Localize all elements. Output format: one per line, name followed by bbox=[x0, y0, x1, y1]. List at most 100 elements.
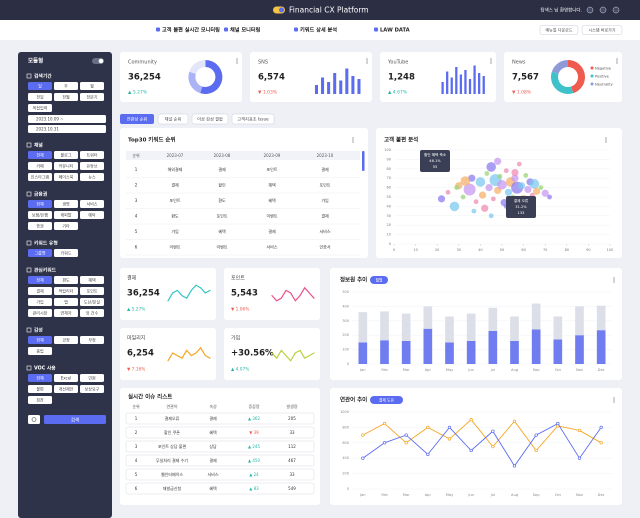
filter-button[interactable] bbox=[54, 249, 78, 257]
filter-button[interactable] bbox=[80, 211, 104, 219]
tab[interactable] bbox=[191, 113, 229, 125]
filter-label[interactable]: 기타 bbox=[62, 222, 70, 228]
filter-button[interactable] bbox=[28, 347, 52, 355]
tab[interactable] bbox=[120, 114, 154, 124]
filter-button[interactable] bbox=[54, 162, 78, 170]
filter-label[interactable]: 카페 bbox=[36, 162, 44, 168]
filter-button[interactable] bbox=[80, 162, 104, 170]
header-icon[interactable] bbox=[599, 6, 607, 14]
date-input[interactable] bbox=[28, 115, 106, 123]
filter-button[interactable] bbox=[54, 336, 78, 344]
nav-item[interactable]: 키워드 상세 분석 bbox=[300, 26, 337, 34]
issue-row[interactable] bbox=[125, 454, 315, 467]
reset-button[interactable] bbox=[28, 415, 40, 424]
filter-label[interactable]: 전체 bbox=[36, 276, 44, 282]
filter-button[interactable] bbox=[80, 336, 104, 344]
filter-label[interactable]: 도난/분실 bbox=[84, 298, 100, 304]
filter-label[interactable]: 전분기 bbox=[86, 93, 97, 99]
filter-label[interactable]: 포인트 bbox=[86, 287, 97, 293]
filter-button[interactable] bbox=[54, 82, 78, 90]
filter-label[interactable]: 중립 bbox=[36, 347, 44, 353]
filter-button[interactable] bbox=[54, 287, 78, 295]
nav-item[interactable]: LAW DATA bbox=[380, 28, 410, 34]
filter-button[interactable] bbox=[80, 309, 104, 317]
issue-row[interactable] bbox=[125, 440, 315, 453]
filter-label[interactable]: 예탁 bbox=[88, 211, 96, 217]
filter-button[interactable] bbox=[28, 374, 52, 382]
filter-button[interactable] bbox=[54, 298, 78, 306]
filter-label[interactable]: 보험/은행 bbox=[32, 211, 48, 217]
filter-button[interactable] bbox=[54, 222, 78, 230]
filter-label[interactable]: 불편 bbox=[36, 385, 44, 391]
nav-button[interactable] bbox=[539, 25, 579, 35]
filter-button[interactable] bbox=[80, 93, 104, 101]
filter-button[interactable] bbox=[80, 385, 104, 393]
filter-label[interactable]: 전일 bbox=[36, 93, 44, 99]
filter-label[interactable]: 혜택 bbox=[88, 276, 96, 282]
filter-label[interactable]: 직접입력 bbox=[33, 104, 48, 110]
tab-label[interactable]: 고객지표초 Issue bbox=[237, 115, 269, 122]
filter-label[interactable]: 블로그 bbox=[60, 151, 71, 157]
filter-button[interactable] bbox=[80, 151, 104, 159]
tab[interactable] bbox=[231, 113, 275, 125]
filter-label[interactable]: 유튜브 bbox=[86, 163, 97, 168]
filter-label[interactable]: 페이스북 bbox=[59, 173, 74, 179]
nav-button-label[interactable]: 메뉴얼 다운로드 bbox=[545, 26, 572, 32]
filter-label[interactable]: 주 bbox=[64, 83, 68, 88]
filter-label[interactable]: 월 bbox=[90, 82, 94, 88]
issue-row[interactable] bbox=[125, 468, 315, 481]
search-button[interactable] bbox=[44, 415, 106, 424]
filter-label[interactable]: 부정 bbox=[88, 336, 96, 342]
tab-label[interactable]: 이상 감성 결합 bbox=[197, 115, 223, 122]
filter-button[interactable] bbox=[80, 82, 104, 90]
filter-button[interactable] bbox=[28, 151, 52, 159]
filter-button[interactable] bbox=[28, 249, 52, 257]
nav-item[interactable]: 고객 불편 실시간 모니터링 bbox=[162, 26, 220, 34]
filter-label[interactable]: 보상요구 bbox=[85, 385, 100, 391]
filter-button[interactable] bbox=[54, 93, 78, 101]
filter-label[interactable]: 민원 bbox=[88, 374, 96, 380]
filter-label[interactable]: 전월 bbox=[62, 93, 70, 99]
filter-button[interactable] bbox=[28, 173, 52, 181]
filter-button[interactable] bbox=[80, 276, 104, 284]
filter-button[interactable] bbox=[28, 200, 52, 208]
filter-button[interactable] bbox=[28, 276, 52, 284]
filter-label[interactable]: 적립리더 bbox=[59, 287, 74, 293]
filter-button[interactable] bbox=[28, 104, 52, 112]
filter-button[interactable] bbox=[80, 298, 104, 306]
filter-label[interactable]: 긍정 bbox=[62, 336, 70, 342]
filter-button[interactable] bbox=[54, 276, 78, 284]
filter-label[interactable]: 전체 bbox=[36, 374, 44, 380]
filter-label[interactable]: 편도 bbox=[62, 276, 70, 282]
filter-button[interactable] bbox=[28, 396, 52, 404]
filter-button[interactable] bbox=[28, 336, 52, 344]
filter-button[interactable] bbox=[54, 173, 78, 181]
filter-label[interactable]: 키워드 bbox=[60, 249, 71, 255]
filter-button[interactable] bbox=[54, 385, 78, 393]
filter-label[interactable]: 결제 bbox=[36, 287, 44, 293]
search-label[interactable]: 검색 bbox=[71, 416, 79, 423]
filter-button[interactable] bbox=[80, 173, 104, 181]
scrollbar[interactable] bbox=[362, 151, 365, 171]
nav-item[interactable]: 채널 모니터링 bbox=[230, 26, 261, 34]
filter-label[interactable]: 앱 bbox=[64, 298, 68, 304]
header-icon[interactable] bbox=[612, 6, 620, 14]
date-input[interactable] bbox=[28, 125, 106, 133]
filter-button[interactable] bbox=[80, 287, 104, 295]
filter-button[interactable] bbox=[28, 93, 52, 101]
filter-label[interactable]: 개선제안 bbox=[59, 385, 74, 391]
header-icon[interactable] bbox=[586, 6, 594, 14]
issue-row[interactable] bbox=[125, 482, 315, 495]
filter-label[interactable]: 증권 bbox=[36, 222, 44, 228]
filter-button[interactable] bbox=[80, 374, 104, 382]
filter-label[interactable]: 인스타그램 bbox=[31, 173, 50, 179]
filter-label[interactable]: 가입 bbox=[36, 298, 44, 304]
filter-button[interactable] bbox=[28, 82, 52, 90]
filter-label[interactable]: 관리시장 bbox=[33, 309, 48, 315]
filter-label[interactable]: 외 건수 bbox=[86, 309, 99, 315]
filter-button[interactable] bbox=[54, 151, 78, 159]
filter-label[interactable]: 서비스 bbox=[86, 200, 97, 206]
tab[interactable] bbox=[157, 113, 189, 125]
issue-row[interactable] bbox=[125, 426, 315, 439]
filter-button[interactable] bbox=[28, 222, 52, 230]
